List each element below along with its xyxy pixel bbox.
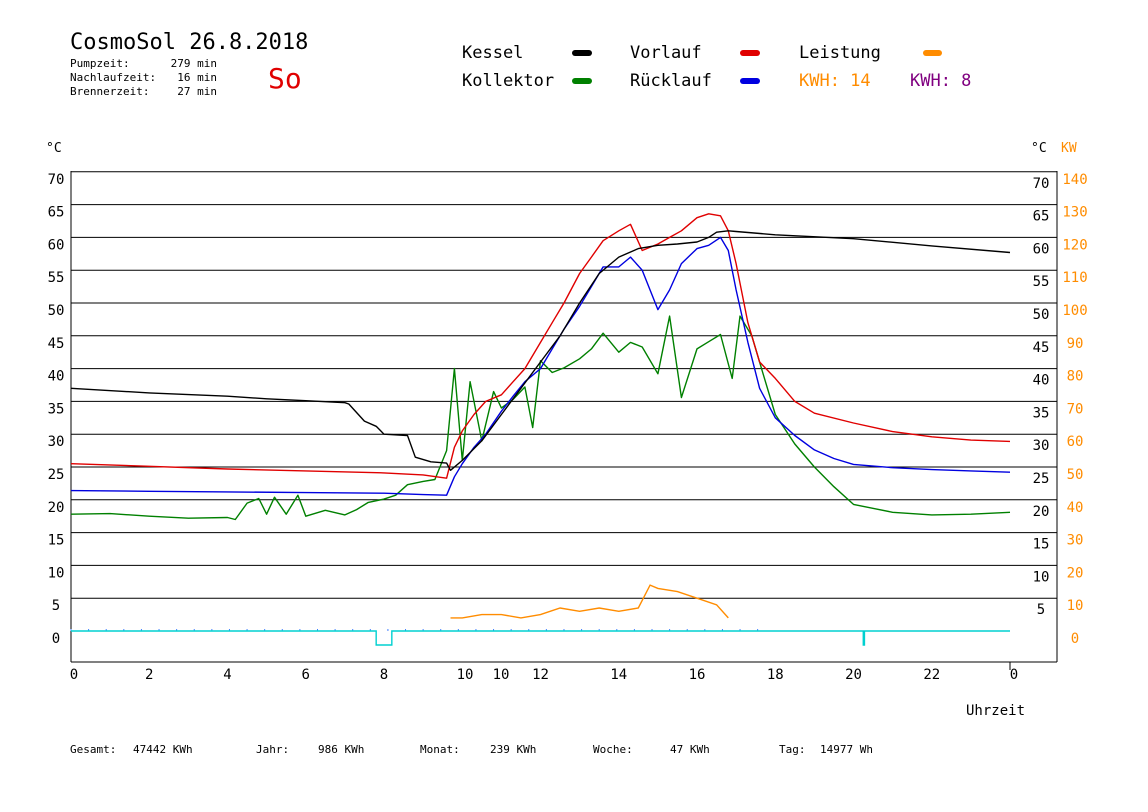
y-tick-right2-13: 130 — [1062, 205, 1087, 221]
x-axis-label: Uhrzeit — [966, 703, 1025, 719]
x-tick-2: 4 — [223, 667, 231, 683]
y-tick-right-1: 10 — [1033, 569, 1050, 585]
y-tick-left-1: 5 — [52, 598, 60, 614]
x-tick-1: 2 — [145, 667, 153, 683]
series-line-pump — [71, 630, 1010, 646]
y-tick-left-6: 30 — [48, 434, 65, 450]
x-tick-11: 20 — [845, 667, 862, 683]
y-tick-right-6: 35 — [1033, 405, 1050, 421]
y-axis-right-unit: °C — [1031, 141, 1047, 156]
stat-value-brennerzeit: 27 min — [177, 85, 217, 98]
y-tick-right2-10: 100 — [1062, 303, 1087, 319]
y-axis-left-unit: °C — [46, 141, 62, 156]
y-tick-left-4: 20 — [48, 500, 65, 516]
x-tick-7: 12 — [532, 667, 549, 683]
footer-gesamt-value: 47442 KWh — [133, 743, 193, 756]
x-tick-5: 10 — [457, 667, 474, 683]
stat-label-nachlaufzeit: Nachlaufzeit: — [70, 71, 156, 84]
legend-kessel-label: Kessel — [462, 43, 523, 63]
stat-label-brennerzeit: Brennerzeit: — [70, 85, 149, 98]
y-tick-right-10: 55 — [1033, 274, 1050, 290]
legend-kwh-orange: KWH: 14 — [799, 71, 871, 91]
x-tick-4: 8 — [380, 667, 388, 683]
y-tick-right-12: 65 — [1033, 209, 1050, 225]
y-tick-right2-6: 60 — [1067, 434, 1084, 450]
y-tick-left-2: 10 — [48, 565, 65, 581]
footer-tag-value: 14977 Wh — [820, 743, 873, 756]
y-tick-right-2: 15 — [1033, 537, 1050, 553]
chart-title: CosmoSol 26.8.2018 — [70, 30, 308, 55]
y-tick-right2-12: 120 — [1062, 237, 1087, 253]
y-tick-right2-9: 90 — [1067, 336, 1084, 352]
legend-ruecklauf-label: Rücklauf — [630, 71, 712, 91]
series-line-kessel — [70, 230, 1011, 471]
day-label: So — [268, 62, 302, 95]
x-tick-12: 22 — [923, 667, 940, 683]
y-tick-left-11: 55 — [48, 270, 65, 286]
footer-gesamt-label: Gesamt: — [70, 743, 116, 756]
grid-lines — [70, 171, 1058, 670]
footer-totals: Gesamt: 47442 KWh Jahr: 986 KWh Monat: 2… — [70, 743, 873, 756]
y-tick-right-0: 5 — [1037, 602, 1045, 618]
y-tick-right2-7: 70 — [1067, 401, 1084, 417]
series-lines — [70, 213, 1011, 646]
x-tick-10: 18 — [767, 667, 784, 683]
y-tick-right2-0: 0 — [1071, 631, 1079, 647]
footer-monat-label: Monat: — [420, 743, 460, 756]
y-tick-right-13: 70 — [1033, 176, 1050, 192]
series-line-kollektor — [70, 315, 1011, 521]
y-tick-left-13: 65 — [48, 205, 65, 221]
series-line-leistung — [450, 584, 729, 619]
x-tick-0: 0 — [70, 667, 78, 683]
y-tick-left-10: 50 — [48, 303, 65, 319]
series-line-vorlauf — [70, 213, 1011, 479]
y-tick-right2-11: 110 — [1062, 270, 1087, 286]
x-tick-3: 6 — [302, 667, 310, 683]
y-tick-left-0: 0 — [52, 631, 60, 647]
y-tick-right-11: 60 — [1033, 241, 1050, 257]
y-tick-left-8: 40 — [48, 369, 65, 385]
footer-tag-label: Tag: — [779, 743, 806, 756]
y-tick-right2-8: 80 — [1067, 369, 1084, 385]
x-tick-13: 0 — [1010, 667, 1018, 683]
tick-labels: 0510152025303540455055606570510152025303… — [48, 172, 1088, 683]
x-tick-6: 10 — [493, 667, 510, 683]
footer-woche-label: Woche: — [593, 743, 633, 756]
legend-kollektor-label: Kollektor — [462, 71, 554, 91]
x-tick-9: 16 — [689, 667, 706, 683]
stat-label-pumpzeit: Pumpzeit: — [70, 57, 130, 70]
legend-vorlauf-label: Vorlauf — [630, 43, 702, 63]
y-tick-left-12: 60 — [48, 237, 65, 253]
y-tick-right2-2: 20 — [1067, 565, 1084, 581]
y-axis-right2-unit: KW — [1061, 141, 1077, 156]
y-tick-right2-1: 10 — [1067, 598, 1084, 614]
x-tick-8: 14 — [610, 667, 627, 683]
y-tick-right-5: 30 — [1033, 438, 1050, 454]
series-line-ruecklauf — [70, 236, 1011, 496]
y-tick-left-7: 35 — [48, 401, 65, 417]
y-tick-right-3: 20 — [1033, 504, 1050, 520]
legend-kwh-purple: KWH: 8 — [910, 71, 971, 91]
y-tick-right-9: 50 — [1033, 307, 1050, 323]
footer-monat-value: 239 KWh — [490, 743, 536, 756]
y-tick-left-3: 15 — [48, 533, 65, 549]
y-tick-right2-5: 50 — [1067, 467, 1084, 483]
y-tick-right-7: 40 — [1033, 373, 1050, 389]
y-tick-right-8: 45 — [1033, 340, 1050, 356]
footer-jahr-value: 986 KWh — [318, 743, 364, 756]
y-tick-left-5: 25 — [48, 467, 65, 483]
y-tick-right2-3: 30 — [1067, 533, 1084, 549]
footer-woche-value: 47 KWh — [670, 743, 710, 756]
stat-value-nachlaufzeit: 16 min — [177, 71, 217, 84]
footer-jahr-label: Jahr: — [256, 743, 289, 756]
legend-leistung-label: Leistung — [799, 43, 881, 63]
y-tick-right2-4: 40 — [1067, 500, 1084, 516]
y-tick-left-14: 70 — [48, 172, 65, 188]
y-tick-left-9: 45 — [48, 336, 65, 352]
y-tick-right-4: 25 — [1033, 471, 1050, 487]
legend: Kessel Kollektor Vorlauf Rücklauf Leistu… — [462, 43, 971, 91]
y-tick-right2-14: 140 — [1062, 172, 1087, 188]
stat-value-pumpzeit: 279 min — [171, 57, 217, 70]
